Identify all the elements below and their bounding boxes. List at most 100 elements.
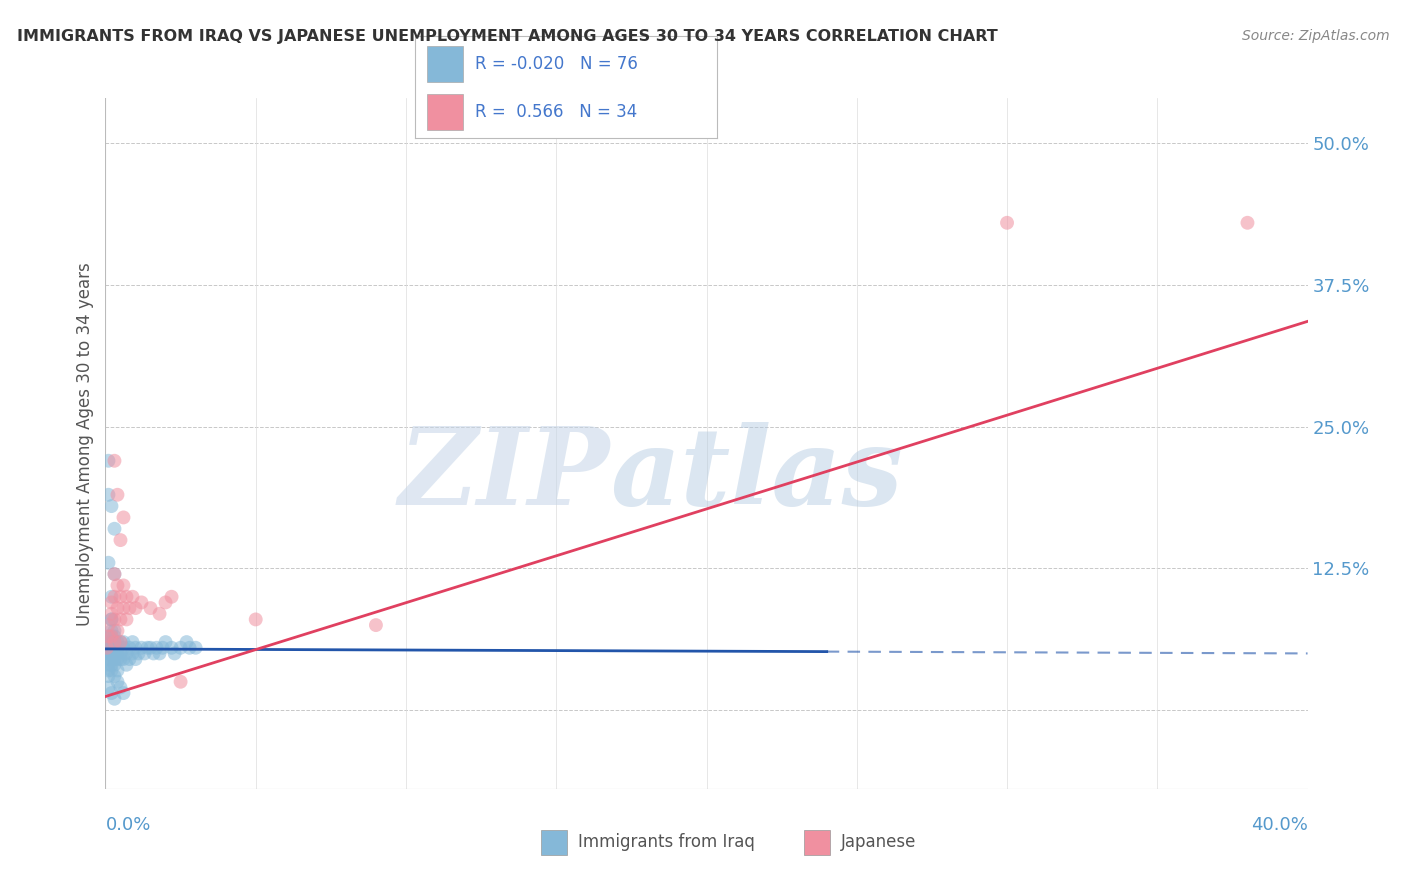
Point xyxy=(103,612,125,626)
Point xyxy=(103,635,125,649)
Point xyxy=(103,635,125,649)
Point xyxy=(128,647,150,661)
Point xyxy=(103,567,125,582)
Point xyxy=(139,601,162,615)
Text: IMMIGRANTS FROM IRAQ VS JAPANESE UNEMPLOYMENT AMONG AGES 30 TO 34 YEARS CORRELAT: IMMIGRANTS FROM IRAQ VS JAPANESE UNEMPLO… xyxy=(17,29,998,44)
Point xyxy=(103,567,125,582)
Point xyxy=(103,590,125,604)
Point xyxy=(124,640,146,655)
Point xyxy=(107,601,129,615)
FancyBboxPatch shape xyxy=(427,95,463,130)
Point xyxy=(107,624,129,638)
Point xyxy=(100,635,122,649)
Point xyxy=(100,629,122,643)
Point xyxy=(131,640,153,655)
Point xyxy=(112,510,135,524)
Point xyxy=(100,607,122,621)
Point xyxy=(118,640,141,655)
Point xyxy=(97,454,120,468)
Point xyxy=(176,635,198,649)
Point xyxy=(103,691,125,706)
Point xyxy=(110,612,132,626)
Point xyxy=(169,674,191,689)
Point xyxy=(107,664,129,678)
Point xyxy=(121,590,143,604)
Point xyxy=(184,640,207,655)
Point xyxy=(160,590,183,604)
Point xyxy=(100,652,122,666)
Point xyxy=(112,601,135,615)
Point xyxy=(112,652,135,666)
Point xyxy=(110,681,132,695)
Point xyxy=(152,640,174,655)
Point xyxy=(179,640,201,655)
Point xyxy=(100,647,122,661)
Point xyxy=(100,664,122,678)
Point xyxy=(110,590,132,604)
Text: 40.0%: 40.0% xyxy=(1251,816,1308,834)
Point xyxy=(110,647,132,661)
Point xyxy=(121,635,143,649)
Point xyxy=(115,612,138,626)
Point xyxy=(112,578,135,592)
Point xyxy=(115,657,138,672)
Point xyxy=(100,590,122,604)
Point xyxy=(118,652,141,666)
Point xyxy=(103,629,125,643)
Point xyxy=(96,640,118,655)
Point xyxy=(97,629,120,643)
Point xyxy=(112,635,135,649)
Point xyxy=(100,612,122,626)
Point xyxy=(124,601,146,615)
Point xyxy=(107,488,129,502)
Point xyxy=(103,652,125,666)
Point xyxy=(110,652,132,666)
Point xyxy=(112,686,135,700)
Point xyxy=(103,669,125,683)
Point xyxy=(103,522,125,536)
Point xyxy=(97,618,120,632)
Point xyxy=(100,686,122,700)
Y-axis label: Unemployment Among Ages 30 to 34 years: Unemployment Among Ages 30 to 34 years xyxy=(76,262,94,625)
Point xyxy=(131,595,153,609)
Point xyxy=(148,607,170,621)
Point xyxy=(100,499,122,513)
Point xyxy=(155,635,177,649)
Point xyxy=(110,635,132,649)
Point xyxy=(97,640,120,655)
Point xyxy=(124,652,146,666)
Point xyxy=(142,647,165,661)
Point xyxy=(148,647,170,661)
Point xyxy=(136,640,159,655)
Text: Japanese: Japanese xyxy=(841,833,917,851)
Point xyxy=(103,624,125,638)
Point xyxy=(121,647,143,661)
Point xyxy=(97,647,120,661)
Point xyxy=(107,640,129,655)
Point xyxy=(163,647,186,661)
Point xyxy=(100,640,122,655)
Point xyxy=(115,647,138,661)
Text: Source: ZipAtlas.com: Source: ZipAtlas.com xyxy=(1241,29,1389,43)
Point xyxy=(97,556,120,570)
Point xyxy=(110,533,132,547)
Point xyxy=(364,618,387,632)
Text: atlas: atlas xyxy=(610,422,903,528)
Text: Immigrants from Iraq: Immigrants from Iraq xyxy=(578,833,755,851)
Text: ZIP: ZIP xyxy=(399,422,610,528)
Point xyxy=(995,216,1018,230)
Point xyxy=(107,674,129,689)
Point xyxy=(107,578,129,592)
Point xyxy=(103,640,125,655)
Point xyxy=(98,647,121,661)
Point xyxy=(1236,216,1258,230)
Point xyxy=(100,657,122,672)
Point xyxy=(97,488,120,502)
Point xyxy=(97,629,120,643)
Point xyxy=(100,595,122,609)
Point xyxy=(145,640,167,655)
Point xyxy=(118,601,141,615)
Point xyxy=(97,681,120,695)
Point xyxy=(96,647,118,661)
Point xyxy=(245,612,267,626)
